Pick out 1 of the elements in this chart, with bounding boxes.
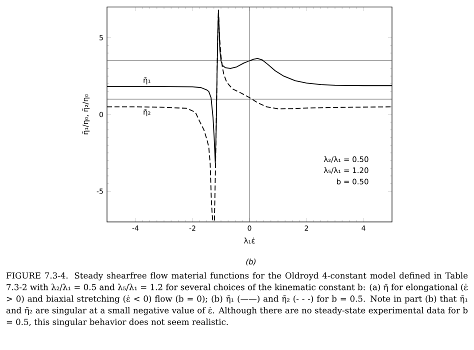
caption: FIGURE 7.3-4. Steady shearfree flow material functions for the Oldroyd 4-constant model defined in Table 7.3-2 with λ₂/λ₁ = 0.5 and λ₅/λ₁ = 1.2 for several choices of the kinematic constant b: (a) η̄ for elongational (ε̇ > 0) and biaxial stretching (ε̇ < 0) flow (b = 0); (b) η̄₁ (——) and η̄₂ (- - -) for b = 0.5. Note in part (b) that η̄₁ and η̄₂ are singular at a small negative value of ε̇. Although there are no steady-state experimental data for b = 0.5, this singular behavior does not seem realistic. xyxy=(6,272,468,327)
